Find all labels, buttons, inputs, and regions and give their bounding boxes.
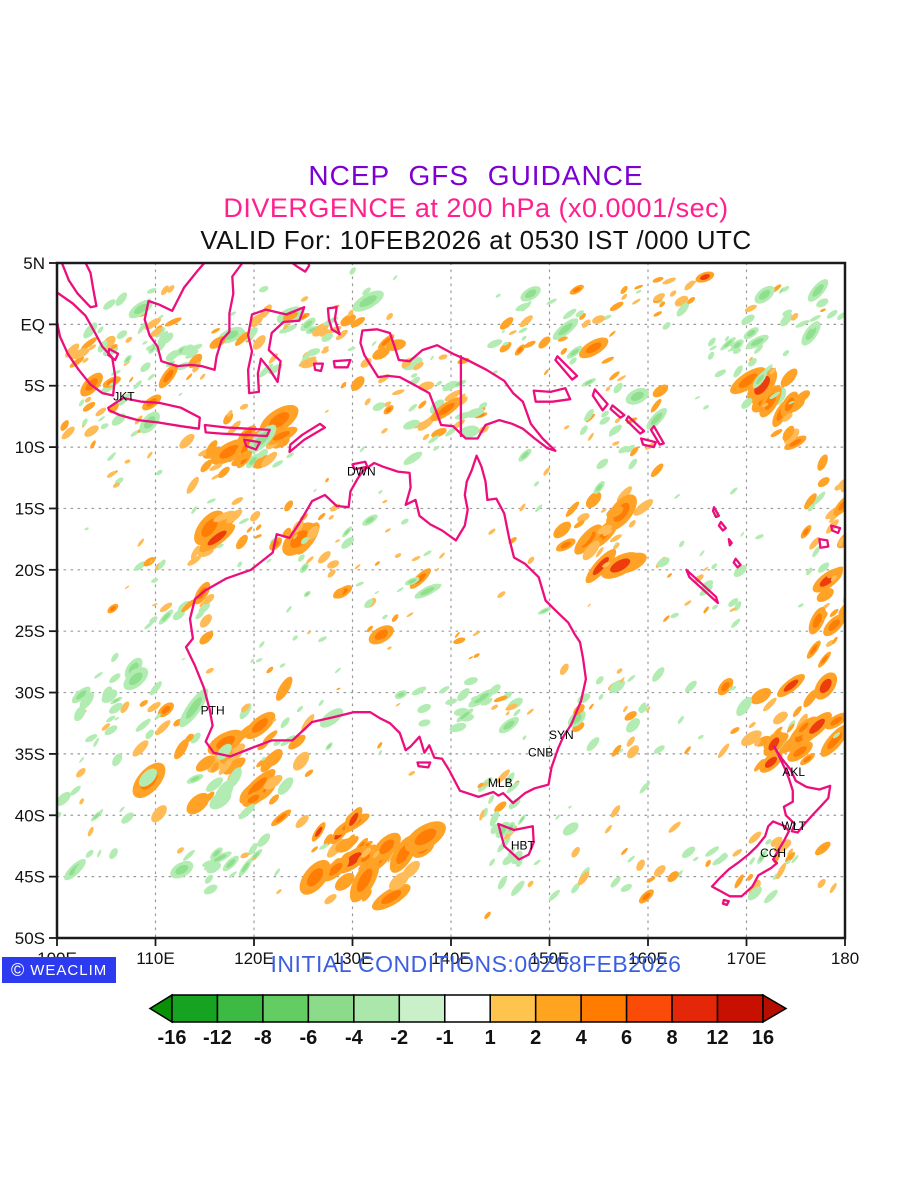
lat-tick-label: 5S (24, 377, 45, 396)
title-valid-line: VALID For: 10FEB2026 at 0530 IST /000 UT… (200, 225, 752, 255)
colorbar-tick-label: 1 (485, 1027, 496, 1049)
colorbar-segment (671, 994, 719, 1023)
colorbar-segment (716, 994, 764, 1023)
city-label-hbt: HBT (511, 839, 536, 853)
graticule (56, 262, 846, 939)
colorbar-tick-label: 8 (666, 1027, 677, 1049)
lon-tick-label: 130E (333, 949, 373, 968)
colorbar-tick-label: 16 (752, 1027, 774, 1049)
colorbar-segment (353, 994, 401, 1023)
title-block: NCEP GFS GUIDANCE DIVERGENCE at 200 hPa … (52, 160, 900, 256)
colorbar-tick-label: -16 (158, 1027, 187, 1049)
colorbar-tick-label: -1 (436, 1027, 454, 1049)
colorbar-tick-label: 2 (530, 1027, 541, 1049)
coastlines (57, 263, 842, 907)
lat-tick-label: 35S (15, 745, 45, 764)
colorbar-segment (489, 994, 537, 1023)
colorbar-segment (307, 994, 355, 1023)
lat-tick-label: EQ (20, 315, 45, 334)
colorbar-tick-label: 12 (706, 1027, 728, 1049)
lon-tick-label: 170E (727, 949, 767, 968)
colorbar-tick-label: -2 (390, 1027, 408, 1049)
lat-tick-label: 45S (15, 868, 45, 887)
colorbar-segment (444, 994, 491, 1023)
city-label-jkt: JKT (113, 389, 135, 403)
city-label-cch: CCH (760, 846, 786, 860)
lat-tick-label: 50S (15, 929, 45, 948)
divergence-shading (57, 267, 845, 920)
city-label-pth: PTH (201, 704, 225, 718)
lat-tick-label: 5N (23, 254, 45, 273)
colorbar-segment (534, 994, 582, 1023)
lat-tick-label: 10S (15, 438, 45, 457)
colorbar-tick-label: -4 (345, 1027, 364, 1049)
colorbar: -16 -12 -8 -6 -4 -2 -1 1 2 4 6 8 12 16 (148, 993, 788, 1049)
logo-text: WEACLIM (30, 961, 108, 979)
initial-conditions-text: INITIAL CONDITIONS:00Z08FEB2026 (270, 951, 682, 977)
title-model-line: NCEP GFS GUIDANCE (308, 160, 644, 191)
lon-tick-label: 180 (831, 949, 859, 968)
colorbar-left-arrow (148, 993, 173, 1024)
colorbar-segment (171, 994, 219, 1023)
lon-tick-label: 150E (530, 949, 570, 968)
colorbar-tick-label: -12 (203, 1027, 232, 1049)
colorbar-segment (262, 994, 310, 1023)
colorbar-right-arrow (762, 993, 788, 1024)
weaclim-logo: © WEACLIM (2, 957, 117, 983)
colorbar-tick-label: -8 (254, 1027, 272, 1049)
colorbar-tick-label: 6 (621, 1027, 632, 1049)
lat-tick-label: 25S (15, 622, 45, 641)
city-labels: JKT DWN PTH SYN CNB MLB HBT AKL WLT CCH (113, 389, 806, 860)
city-label-wlt: WLT (782, 819, 807, 833)
city-label-dwn: DWN (347, 464, 376, 478)
lon-tick-label: 110E (136, 949, 174, 968)
lat-tick-label: 20S (15, 561, 45, 580)
lat-tick-label: 40S (15, 806, 45, 825)
lon-tick-label: 120E (234, 949, 274, 968)
colorbar-segment (398, 994, 446, 1023)
city-label-syn: SYN (549, 728, 574, 742)
copyright-icon: © (11, 960, 25, 980)
city-label-akl: AKL (782, 765, 805, 779)
lat-tick-label: 30S (15, 684, 45, 703)
colorbar-segment (625, 994, 673, 1023)
lon-tick-label: 140E (431, 949, 471, 968)
title-field-line: DIVERGENCE at 200 hPa (x0.0001/sec) (223, 193, 729, 223)
city-label-cnb: CNB (528, 745, 553, 759)
colorbar-segment (216, 994, 264, 1023)
colorbar-segment (580, 994, 628, 1023)
lon-tick-label: 160E (628, 949, 668, 968)
city-label-mlb: MLB (488, 776, 513, 790)
colorbar-tick-label: -6 (299, 1027, 317, 1049)
colorbar-tick-label: 4 (576, 1027, 588, 1049)
lat-tick-label: 15S (15, 499, 45, 518)
